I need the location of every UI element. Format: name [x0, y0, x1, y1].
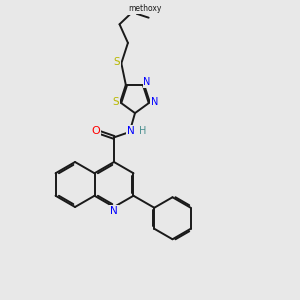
- Text: H: H: [139, 125, 146, 136]
- Text: methoxy: methoxy: [128, 4, 161, 13]
- Text: N: N: [143, 77, 151, 88]
- Text: O: O: [92, 125, 100, 136]
- Text: S: S: [112, 97, 119, 107]
- Text: N: N: [127, 125, 135, 136]
- Text: N: N: [110, 206, 118, 216]
- Text: N: N: [151, 97, 158, 107]
- Text: O: O: [128, 4, 136, 14]
- Text: S: S: [114, 57, 120, 67]
